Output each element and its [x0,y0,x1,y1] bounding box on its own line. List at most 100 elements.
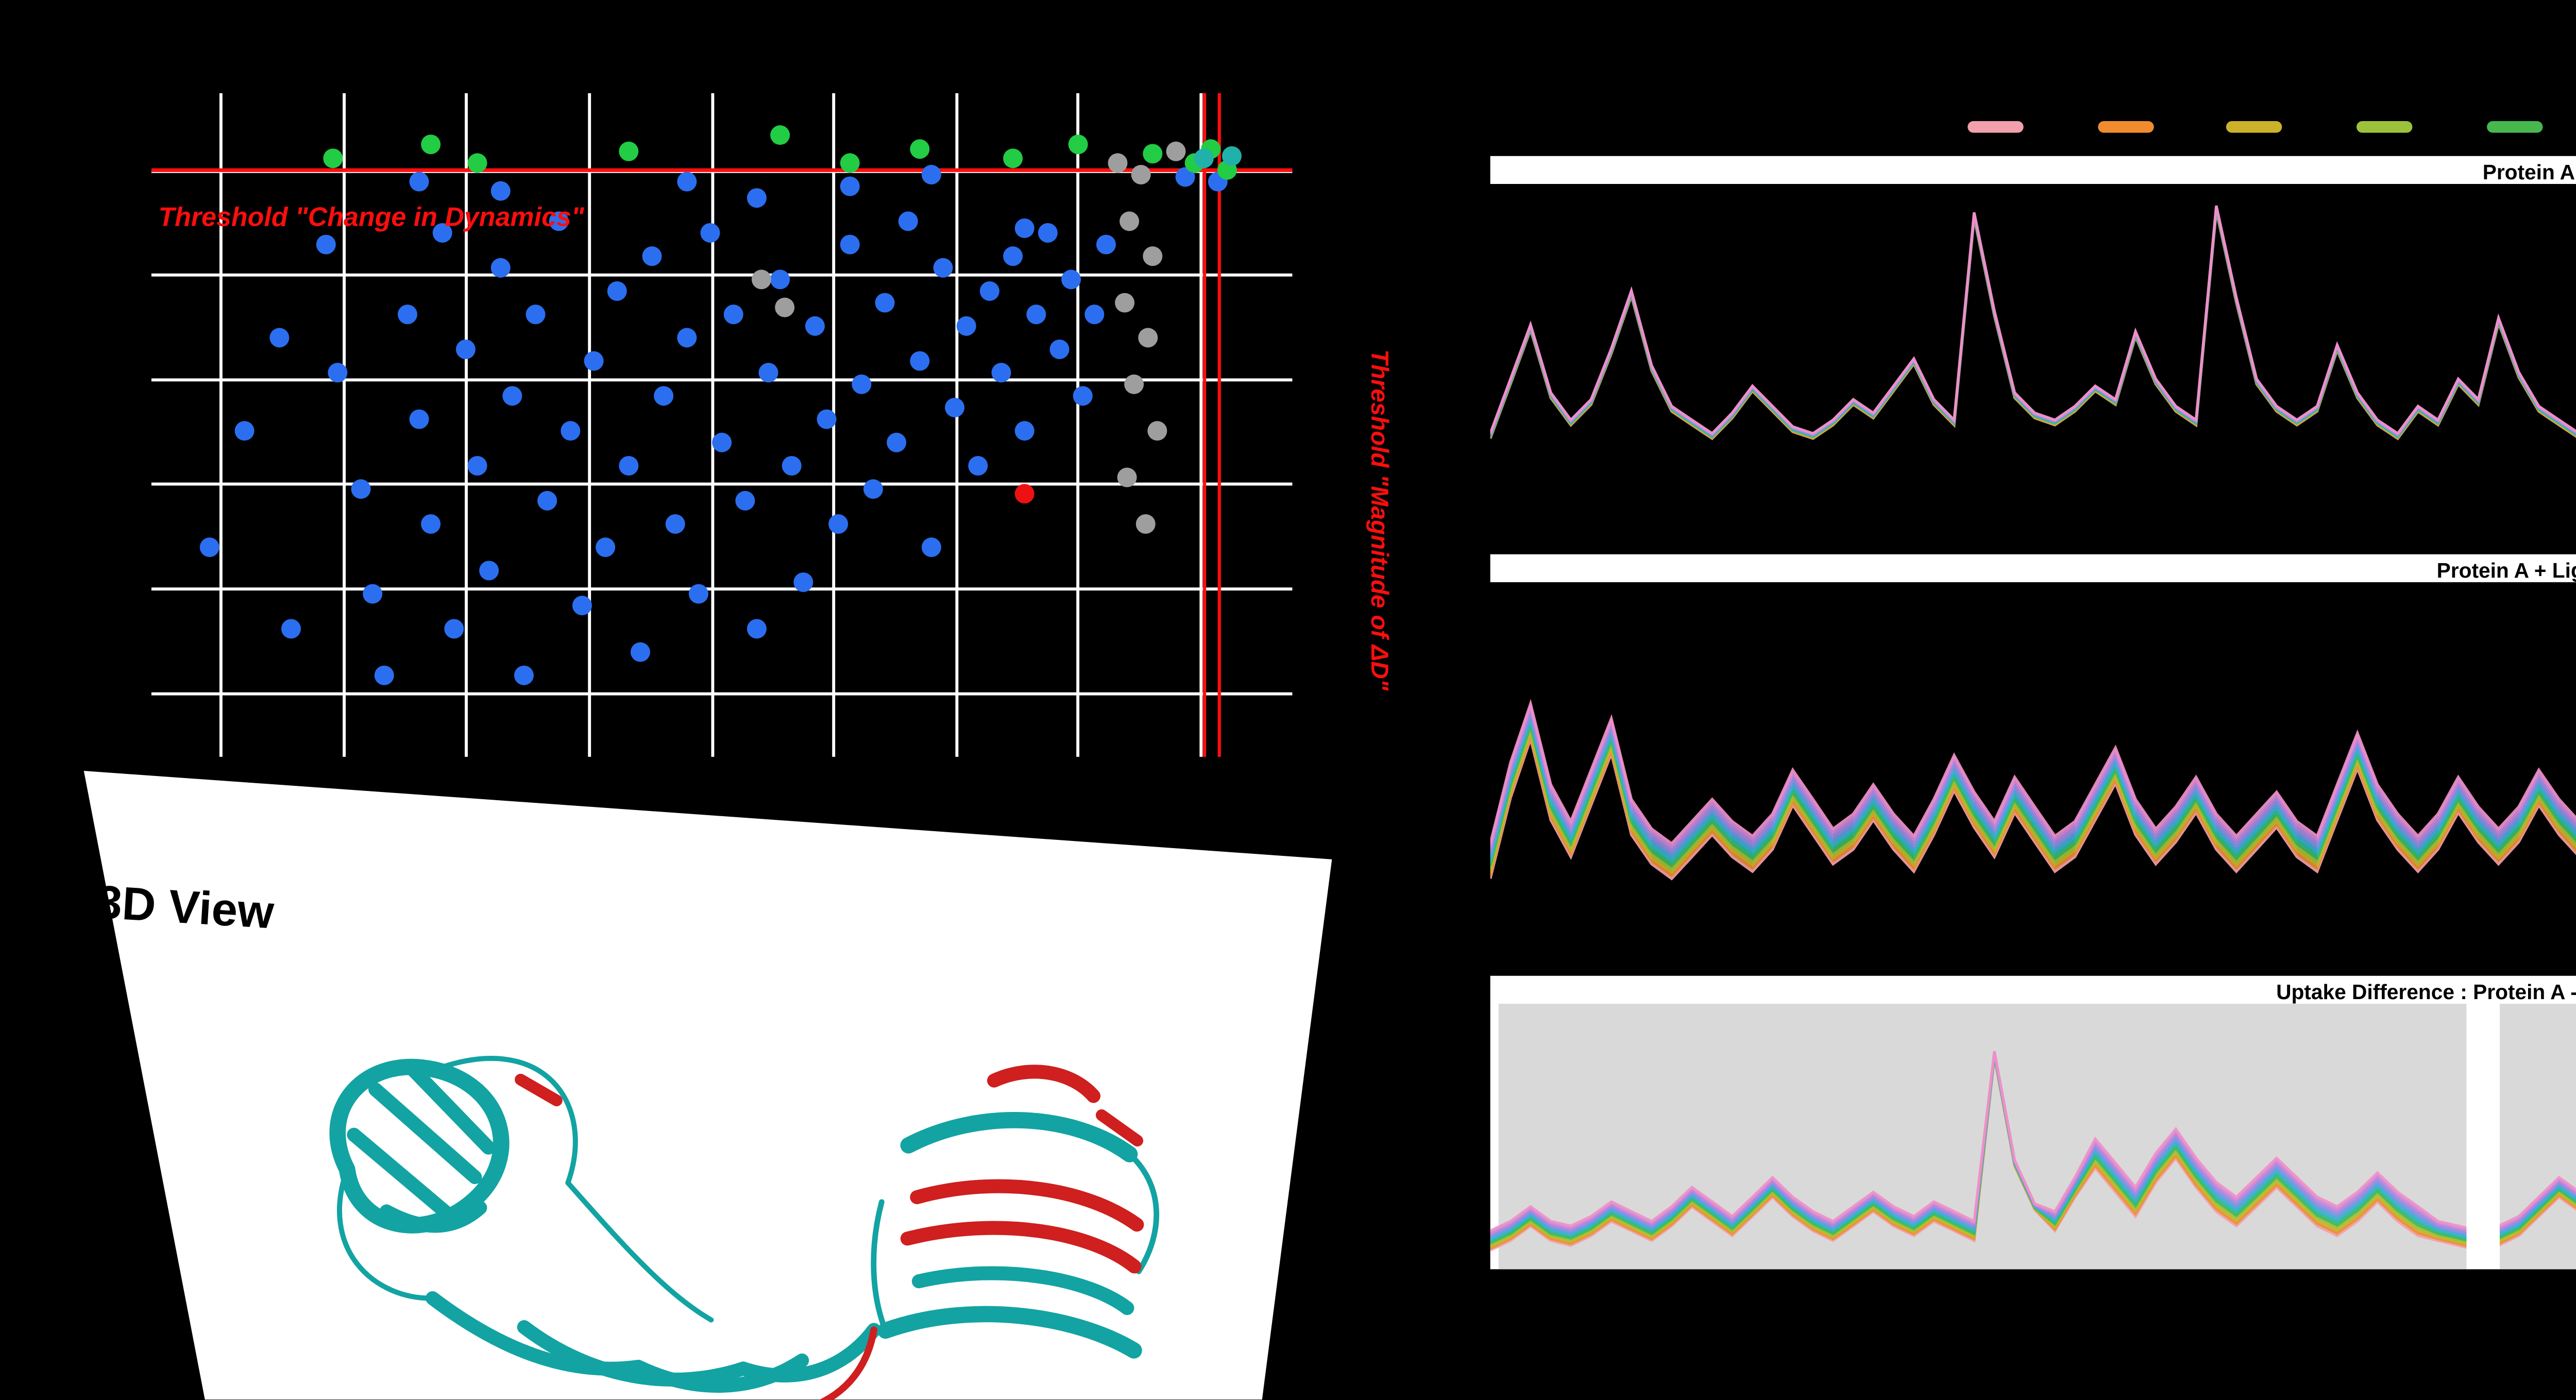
scatter-point[interactable] [677,172,697,192]
scatter-point[interactable] [1131,164,1151,184]
scatter-point[interactable] [630,642,650,662]
scatter-point[interactable] [490,181,511,201]
scatter-point[interactable] [1026,305,1046,325]
chart-protein-a-ligand-canvas[interactable] [1490,582,2576,974]
scatter-point[interactable] [863,479,883,499]
scatter-point[interactable] [758,363,778,383]
scatter-point[interactable] [1115,293,1134,313]
scatter-point[interactable] [875,293,895,313]
uptake-series-line[interactable] [1490,614,2576,865]
scatter-point[interactable] [1061,269,1081,290]
uptake-series-line[interactable] [1490,596,2576,849]
scatter-point[interactable] [490,258,511,278]
scatter-point[interactable] [1138,328,1158,348]
uptake-series-line[interactable] [1490,1052,2576,1236]
scatter-point[interactable] [351,479,371,499]
uptake-series-line[interactable] [1490,640,2576,881]
3d-view-panel[interactable]: 3D View [70,757,1374,1400]
scatter-point[interactable] [1049,339,1070,359]
scatter-point[interactable] [747,619,767,639]
scatter-point[interactable] [409,172,429,192]
legend-dash[interactable] [2356,121,2412,132]
scatter-point[interactable] [316,234,336,255]
scatter-point[interactable] [1003,246,1023,266]
legend-dash[interactable] [2097,121,2154,132]
scatter-point[interactable] [921,164,941,184]
scatter-point[interactable] [421,514,441,534]
scatter-point[interactable] [735,491,755,511]
uptake-series-line[interactable] [1490,609,2576,862]
scatter-point[interactable] [770,269,790,290]
scatter-point[interactable] [840,176,860,196]
scatter-point[interactable] [945,397,965,417]
scatter-point[interactable] [467,456,487,476]
scatter-point[interactable] [782,456,802,476]
scatter-point[interactable] [596,537,616,558]
scatter-point[interactable] [852,374,872,394]
scatter-point[interactable] [642,246,662,266]
scatter-point[interactable] [323,148,343,168]
scatter-point[interactable] [1038,223,1058,243]
uptake-series-line[interactable] [1490,208,2576,477]
scatter-point[interactable] [199,537,219,558]
uptake-series-line[interactable] [1490,1053,2576,1239]
scatter-point[interactable] [1136,514,1156,534]
scatter-point[interactable] [654,386,674,406]
scatter-point[interactable] [619,141,639,161]
uptake-series-line[interactable] [1490,207,2576,440]
scatter-point[interactable] [933,258,953,278]
uptake-series-line[interactable] [1490,1056,2576,1255]
uptake-series-line[interactable] [1490,1051,2576,1233]
scatter-point[interactable] [514,665,534,685]
scatter-point[interactable] [828,514,849,534]
scatter-point[interactable] [840,234,860,255]
chart-uptake-difference-canvas[interactable] [1490,1003,2576,1270]
scatter-point[interactable] [1194,148,1214,168]
scatter-point[interactable] [840,153,860,173]
legend-dash[interactable] [1968,121,2024,132]
uptake-series-line[interactable] [1490,619,2576,868]
scatter-point[interactable] [502,386,522,406]
scatter-point[interactable] [770,125,790,145]
uptake-series-line[interactable] [1490,209,2576,496]
uptake-series-line[interactable] [1490,208,2576,468]
protein-ribbon-graphic[interactable] [170,938,1290,1400]
scatter-point[interactable] [549,211,569,231]
uptake-series-line[interactable] [1490,205,2576,435]
scatter-point[interactable] [374,665,394,685]
scatter-point[interactable] [1014,484,1035,504]
uptake-series-line[interactable] [1490,596,2576,852]
uptake-series-line[interactable] [1490,625,2576,871]
uptake-series-line[interactable] [1490,1055,2576,1249]
scatter-point[interactable] [898,211,918,231]
scatter-point[interactable] [281,619,301,639]
scatter-point[interactable] [619,456,639,476]
scatter-point[interactable] [1117,467,1137,487]
scatter-point[interactable] [1175,167,1195,187]
scatter-point[interactable] [584,351,604,371]
scatter-point[interactable] [1073,386,1093,406]
scatter-point[interactable] [1143,144,1163,164]
scatter-point[interactable] [455,339,476,359]
scatter-point[interactable] [526,305,546,325]
scatter-point[interactable] [775,297,795,317]
scatter-point[interactable] [269,328,290,348]
scatter-point[interactable] [805,316,825,336]
scatter-point[interactable] [537,491,557,511]
scatter-point[interactable] [1014,218,1035,238]
scatter-point[interactable] [751,269,771,290]
scatter-point[interactable] [665,514,685,534]
scatter-point[interactable] [887,432,907,452]
scatter-point[interactable] [723,305,743,325]
scatter-point[interactable] [1003,148,1023,168]
timepoint-legend[interactable] [1968,121,2576,132]
scatter-point[interactable] [910,351,930,371]
scatter-point[interactable] [747,188,767,208]
scatter-point[interactable] [979,281,999,301]
scatter-point[interactable] [1108,153,1128,173]
scatter-point[interactable] [793,572,814,592]
scatter-point[interactable] [561,421,581,441]
scatter-point[interactable] [968,456,988,476]
scatter-point[interactable] [700,223,720,243]
scatter-point[interactable] [363,584,383,604]
